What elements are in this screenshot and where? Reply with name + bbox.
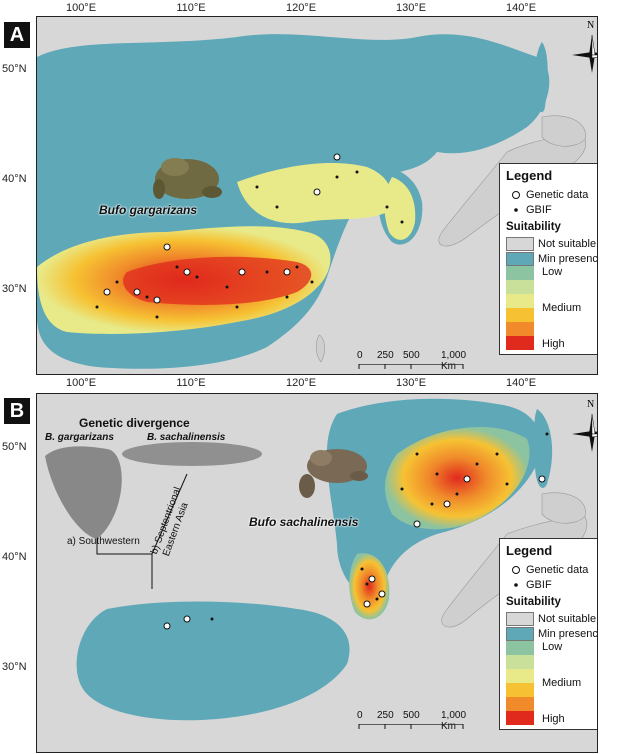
legend-suitability-title-a: Suitability (506, 221, 561, 233)
map-panel-a: Bufo gargarizans N Legend Genetic data G… (36, 16, 598, 375)
legend-not-suitable-row-b: Not suitable (506, 611, 597, 626)
legend-high-label-b: High (542, 713, 565, 725)
min-presence-south-b (76, 601, 350, 721)
legend-not-suitable-label-b: Not suitable (538, 612, 597, 625)
gbif-points-a (95, 170, 404, 319)
taiwan-landmass-a (315, 334, 325, 363)
legend-genetic-row-b: Genetic data (506, 562, 597, 577)
hokkaido-landmass-a (541, 115, 586, 147)
suitability-map-a (37, 34, 586, 369)
lon-tick-110-a: 110°E (176, 2, 206, 14)
legend-title-b: Legend (506, 543, 553, 558)
lat-tick-50-b: 50°N (2, 441, 27, 453)
legend-suitability-title-b: Suitability (506, 596, 561, 608)
low-suitability-korea-a (384, 177, 416, 240)
branch-a-label: a) Southwestern (67, 536, 140, 547)
legend-min-presence-label-b: Min presence (538, 627, 598, 640)
species-label-b: Bufo sachalinensis (249, 515, 359, 529)
north-label-b: N (587, 399, 595, 410)
legend-medium-label-b: Medium (542, 677, 582, 689)
lat-tick-40-a: 40°N (2, 173, 27, 185)
legend-gbif-row-a: GBIF (506, 202, 597, 217)
lon-tick-130-mid: 130°E (395, 377, 427, 389)
legend-not-suitable-label-a: Not suitable (538, 237, 597, 250)
high-suitability-ne-b (385, 427, 530, 530)
high-suitability-korea-b (349, 553, 390, 620)
lat-tick-40-b: 40°N (2, 551, 27, 563)
scale-bar-b: 0 250 500 1,000 Km (357, 710, 467, 732)
scale-label-500-a: 500 (403, 350, 420, 361)
scale-bar-a: 0 250 500 1,000 Km (357, 350, 467, 372)
legend-title-a: Legend (506, 168, 553, 183)
lon-tick-100-mid: 100°E (65, 377, 97, 389)
legend-b: Legend Genetic data GBIF Suitability Not… (499, 538, 598, 730)
legend-low-label-b: Low (542, 641, 563, 653)
legend-min-presence-row-b: Min presence (506, 626, 598, 641)
lat-tick-50-a: 50°N (2, 63, 27, 75)
toad-image-a (153, 158, 222, 199)
scale-label-1000-b: 1,000 Km (441, 710, 467, 732)
lon-tick-140-a: 140°E (505, 2, 537, 14)
toad-image-b (299, 449, 368, 498)
legend-min-presence-label-a: Min presence (538, 252, 598, 265)
legend-gbif-row-b: GBIF (506, 577, 597, 592)
divergence-tree (45, 442, 262, 589)
legend-gradient-b: Low Medium High (506, 641, 597, 725)
min-presence-sakhalin-a (534, 42, 548, 113)
legend-low-label-a: Low (542, 266, 563, 278)
scale-label-500-b: 500 (403, 710, 420, 721)
lon-tick-120-a: 120°E (285, 2, 317, 14)
lon-tick-130-a: 130°E (395, 2, 427, 14)
legend-medium-label-a: Medium (542, 302, 582, 314)
panel-a-letter: A (4, 22, 30, 48)
scale-label-0-a: 0 (357, 350, 363, 361)
scale-label-250-a: 250 (377, 350, 394, 361)
lon-tick-100-a: 100°E (65, 2, 97, 14)
legend-gbif-label-b: GBIF (526, 578, 552, 591)
legend-genetic-label-a: Genetic data (526, 188, 589, 201)
clade-sachalinensis-label: B. sachalinensis (147, 432, 226, 443)
lat-tick-30-a: 30°N (2, 283, 27, 295)
suitability-map-b (45, 398, 588, 721)
clade-gargarizans-label: B. gargarizans (45, 432, 114, 443)
lon-tick-120-mid: 120°E (285, 377, 317, 389)
compass-icon-b (572, 413, 597, 452)
legend-genetic-label-b: Genetic data (526, 563, 589, 576)
compass-icon-a (572, 34, 597, 73)
legend-gbif-label-a: GBIF (526, 203, 552, 216)
legend-min-presence-row-a: Min presence (506, 251, 598, 266)
north-label-a: N (587, 20, 595, 31)
min-presence-sakhalin-b (534, 409, 553, 488)
map-panel-b: Genetic divergence B. gargarizans B. sac… (36, 393, 598, 753)
scale-label-250-b: 250 (377, 710, 394, 721)
genetic-points-a (103, 153, 341, 304)
panel-b-letter: B (4, 398, 30, 424)
species-label-a: Bufo gargarizans (99, 203, 198, 217)
legend-genetic-row-a: Genetic data (506, 187, 597, 202)
lon-tick-140-mid: 140°E (505, 377, 537, 389)
lon-tick-110-mid: 110°E (176, 377, 206, 389)
hokkaido-landmass-b (541, 492, 586, 524)
divergence-title: Genetic divergence (79, 416, 190, 430)
legend-not-suitable-row-a: Not suitable (506, 236, 597, 251)
high-suitability-core-a (123, 256, 312, 305)
legend-gradient-a: Low Medium High (506, 266, 597, 350)
genetic-points-b (163, 475, 546, 630)
scale-label-0-b: 0 (357, 710, 363, 721)
lat-tick-30-b: 30°N (2, 661, 27, 673)
scale-label-1000-a: 1,000 Km (441, 350, 467, 372)
legend-high-label-a: High (542, 338, 565, 350)
legend-a: Legend Genetic data GBIF Suitability Not… (499, 163, 598, 355)
